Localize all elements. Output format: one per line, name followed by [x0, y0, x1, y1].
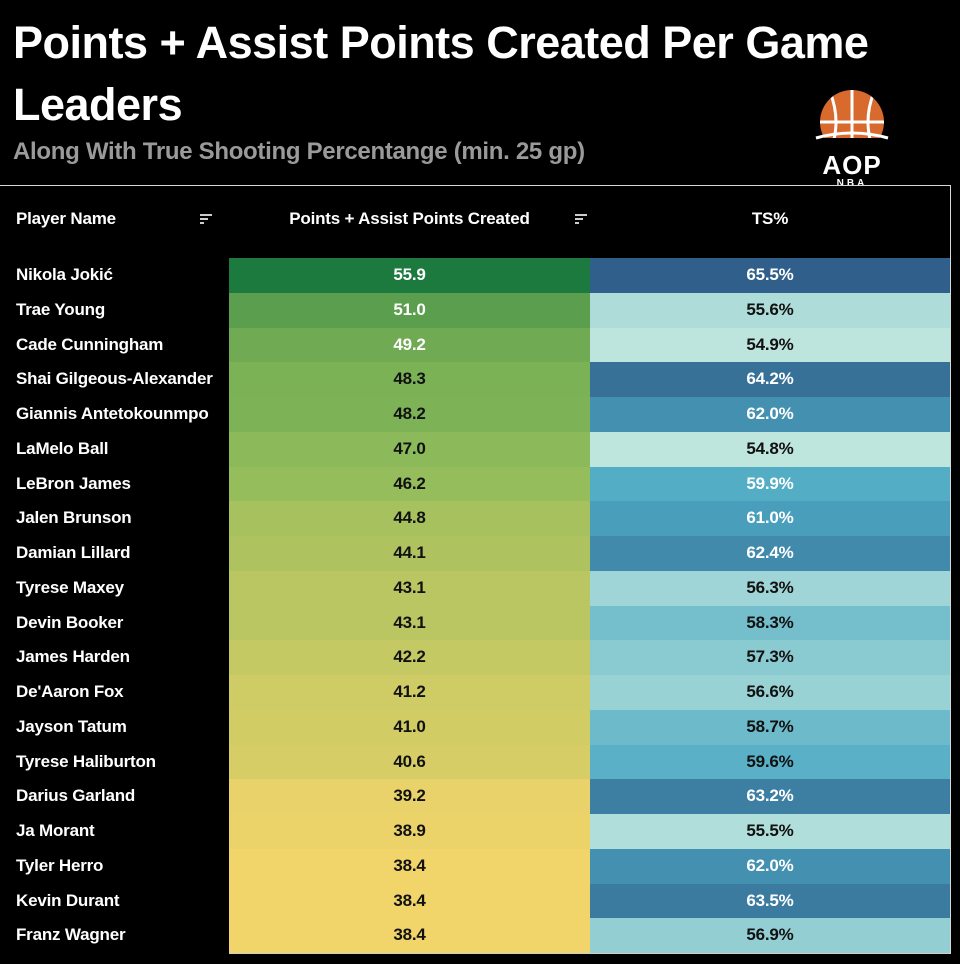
column-header-player[interactable]: Player Name: [16, 209, 116, 228]
ts-percentage-cell: 61.0%: [590, 501, 950, 536]
points-created-cell: 48.2: [229, 397, 590, 432]
player-name-cell: LaMelo Ball: [16, 438, 109, 458]
player-name-cell: Shai Gilgeous-Alexander: [16, 369, 213, 389]
table-row: James Harden 42.2 57.3%: [0, 640, 950, 675]
table-bottom-border: [229, 953, 950, 954]
player-name-cell: Jalen Brunson: [16, 508, 132, 528]
table-row: Shai Gilgeous-Alexander 48.3 64.2%: [0, 362, 950, 397]
player-name-cell: Trae Young: [16, 299, 106, 319]
points-created-cell: 42.2: [229, 640, 590, 675]
points-created-cell: 38.4: [229, 918, 590, 953]
ts-percentage-cell: 56.9%: [590, 918, 950, 953]
points-created-cell: 55.9: [229, 258, 590, 293]
player-name-cell: Damian Lillard: [16, 543, 131, 562]
table-row: Cade Cunningham 49.2 54.9%: [0, 327, 950, 363]
table-row: De'Aaron Fox 41.2 56.6%: [0, 675, 950, 710]
player-name-cell: Jayson Tatum: [16, 716, 127, 736]
table-row: Kevin Durant 38.4 63.5%: [0, 883, 950, 919]
ts-percentage-cell: 59.9%: [590, 466, 950, 502]
ts-percentage-cell: 54.9%: [590, 327, 950, 363]
table-row: Ja Morant 38.9 55.5%: [0, 814, 950, 849]
ts-percentage-cell: 56.3%: [590, 570, 950, 606]
ts-percentage-cell: 55.6%: [590, 292, 950, 328]
table-row: Nikola Jokić 55.9 65.5%: [0, 258, 950, 293]
ts-percentage-cell: 59.6%: [590, 744, 950, 780]
page-subtitle: Along With True Shooting Percentange (mi…: [13, 138, 585, 165]
points-created-cell: 38.4: [229, 848, 590, 884]
points-created-cell: 40.6: [229, 744, 590, 780]
player-name-cell: Franz Wagner: [16, 925, 126, 945]
player-name-cell: Giannis Antetokounmpo: [16, 404, 209, 423]
ts-percentage-cell: 62.0%: [590, 397, 950, 432]
stats-table: Player Name Points + Assist Points Creat…: [0, 185, 951, 954]
table-row: LeBron James 46.2 59.9%: [0, 466, 950, 502]
column-header-points[interactable]: Points + Assist Points Created: [289, 209, 530, 228]
table-row: Trae Young 51.0 55.6%: [0, 292, 950, 328]
ts-percentage-cell: 62.0%: [590, 848, 950, 884]
table-row: Devin Booker 43.1 58.3%: [0, 605, 950, 641]
points-created-cell: 41.2: [229, 675, 590, 710]
ts-percentage-cell: 63.5%: [590, 883, 950, 919]
player-name-cell: Nikola Jokić: [16, 265, 113, 284]
points-created-cell: 41.0: [229, 709, 590, 745]
points-created-cell: 38.4: [229, 883, 590, 919]
table-row: Darius Garland 39.2 63.2%: [0, 779, 950, 814]
points-created-cell: 46.2: [229, 466, 590, 502]
ts-percentage-cell: 62.4%: [590, 536, 950, 571]
ts-percentage-cell: 58.3%: [590, 605, 950, 641]
table-header: Player Name Points + Assist Points Creat…: [0, 186, 950, 256]
logo-sub-text: NBA: [836, 178, 868, 189]
table-row: Tyrese Haliburton 40.6 59.6%: [0, 744, 950, 780]
points-created-cell: 43.1: [229, 570, 590, 606]
sort-icon[interactable]: [200, 214, 212, 224]
points-created-cell: 44.1: [229, 536, 590, 571]
points-created-cell: 49.2: [229, 327, 590, 363]
player-name-cell: Tyler Herro: [16, 855, 104, 875]
table-row: Giannis Antetokounmpo 48.2 62.0%: [0, 397, 950, 432]
column-header-ts[interactable]: TS%: [751, 209, 789, 228]
ts-percentage-cell: 57.3%: [590, 640, 950, 675]
player-name-cell: Tyrese Maxey: [16, 577, 124, 597]
aop-nba-logo: AOP NBA: [800, 88, 904, 194]
page-title: Points + Assist Points Created Per Game …: [13, 17, 869, 130]
ts-percentage-cell: 64.2%: [590, 362, 950, 397]
table-row: Jayson Tatum 41.0 58.7%: [0, 709, 950, 745]
player-name-cell: Tyrese Haliburton: [16, 751, 156, 771]
points-created-cell: 44.8: [229, 501, 590, 536]
ts-percentage-cell: 56.6%: [590, 675, 950, 710]
points-created-cell: 43.1: [229, 605, 590, 641]
table-row: Tyrese Maxey 43.1 56.3%: [0, 570, 950, 606]
player-name-cell: LeBron James: [16, 473, 131, 493]
player-name-cell: Ja Morant: [16, 821, 95, 840]
player-name-cell: Cade Cunningham: [16, 334, 164, 354]
ts-percentage-cell: 54.8%: [590, 431, 950, 467]
ts-percentage-cell: 63.2%: [590, 779, 950, 814]
points-created-cell: 38.9: [229, 814, 590, 849]
ts-percentage-cell: 55.5%: [590, 814, 950, 849]
sort-icon[interactable]: [575, 214, 587, 224]
player-name-cell: James Harden: [16, 647, 130, 667]
basketball-icon: [814, 90, 890, 154]
points-created-cell: 51.0: [229, 292, 590, 328]
table-row: Jalen Brunson 44.8 61.0%: [0, 501, 950, 536]
ts-percentage-cell: 65.5%: [590, 258, 950, 293]
logo-main-text: AOP: [822, 150, 882, 180]
table-row: Tyler Herro 38.4 62.0%: [0, 848, 950, 884]
player-name-cell: Kevin Durant: [16, 890, 120, 910]
points-created-cell: 39.2: [229, 779, 590, 814]
table-row: Damian Lillard 44.1 62.4%: [0, 536, 950, 571]
table-row: LaMelo Ball 47.0 54.8%: [0, 431, 950, 467]
ts-percentage-cell: 58.7%: [590, 709, 950, 745]
points-created-cell: 47.0: [229, 431, 590, 467]
player-name-cell: Devin Booker: [16, 612, 124, 632]
player-name-cell: Darius Garland: [16, 786, 136, 806]
points-created-cell: 48.3: [229, 362, 590, 397]
table-row: Franz Wagner 38.4 56.9%: [0, 918, 950, 953]
player-name-cell: De'Aaron Fox: [16, 682, 124, 701]
